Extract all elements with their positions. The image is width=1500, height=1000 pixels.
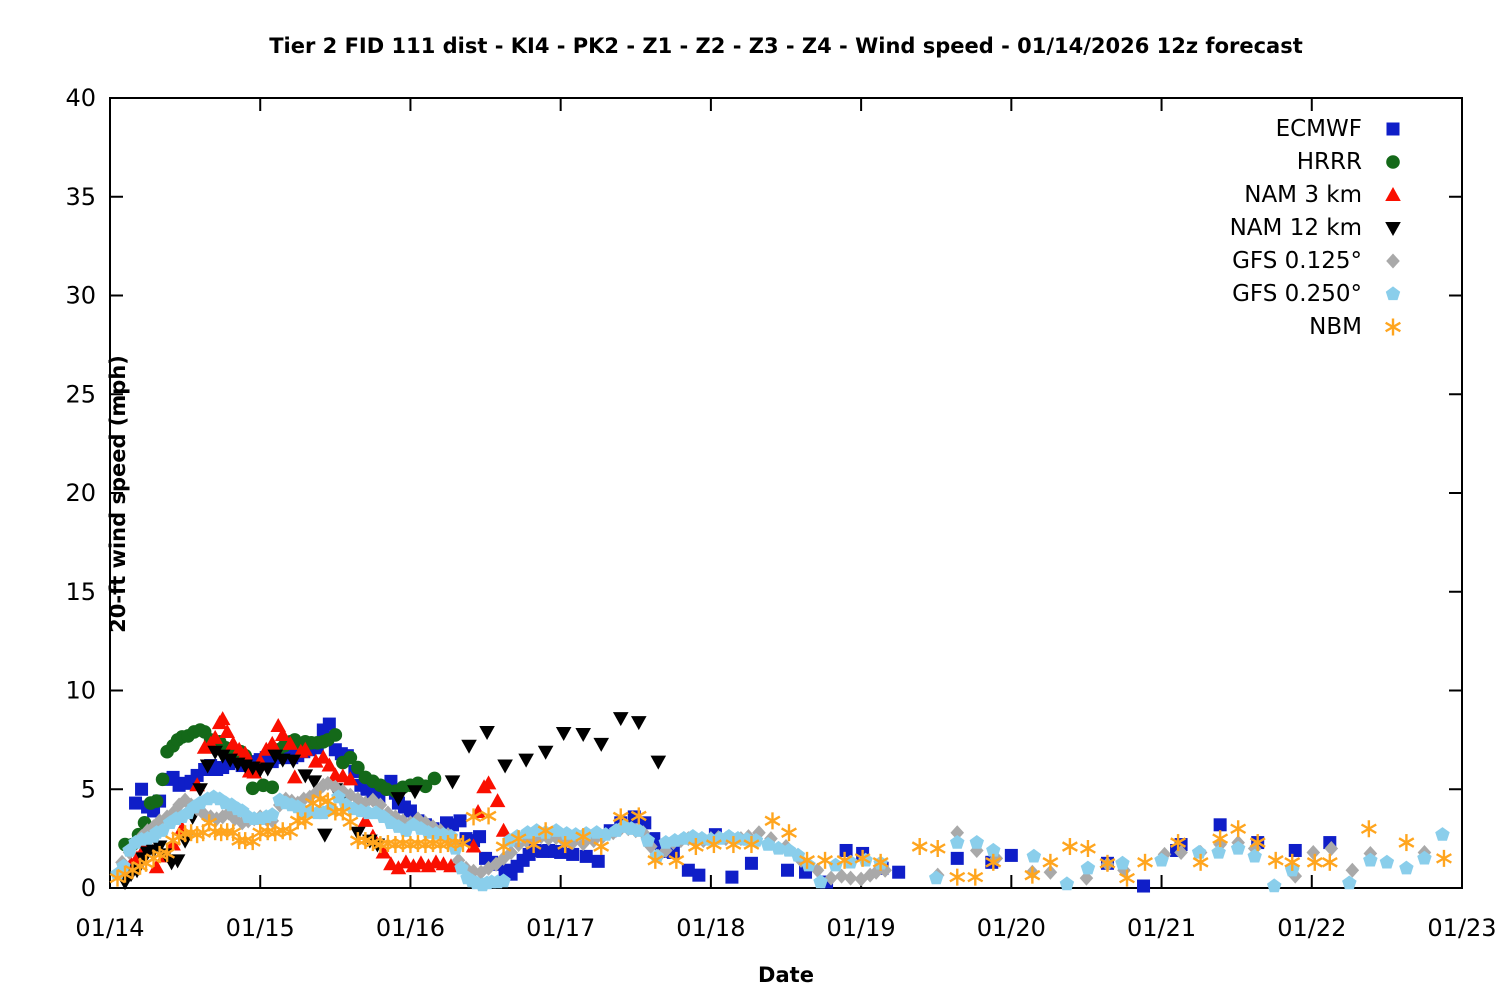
x-tick-label: 01/18 (676, 914, 745, 942)
legend-item-nam-12-km: NAM 12 km (1230, 211, 1406, 244)
triangle-down-marker-icon (1385, 221, 1401, 236)
legend-item-gfs-0-250: GFS 0.250° (1230, 277, 1406, 310)
legend-label-gfs-0-250: GFS 0.250° (1232, 280, 1362, 307)
pentagon-marker-icon (1385, 285, 1401, 300)
legend-label-hrrr: HRRR (1296, 148, 1362, 175)
legend-label-nam-12-km: NAM 12 km (1229, 214, 1362, 241)
y-tick-label: 40 (65, 84, 96, 112)
y-tick-label: 5 (81, 775, 96, 803)
circle-marker-icon (1386, 154, 1400, 169)
asterisk-marker-icon (1385, 318, 1401, 335)
diamond-marker-icon (1386, 253, 1400, 268)
triangle-up-marker-icon (1385, 186, 1401, 201)
x-tick-label: 01/21 (1127, 914, 1196, 942)
y-tick-label: 20 (65, 479, 96, 507)
x-tick-label: 01/22 (1277, 914, 1346, 942)
x-axis-ticks: 01/14 01/15 01/16 01/17 01/18 01/19 01/20 01/21… (75, 98, 1497, 942)
legend-label-ecmwf: ECMWF (1275, 115, 1362, 142)
y-tick-label: 25 (65, 380, 96, 408)
legend-label-nam-3-km: NAM 3 km (1244, 181, 1362, 208)
x-tick-label: 01/20 (977, 914, 1046, 942)
x-tick-label: 01/16 (376, 914, 445, 942)
legend-label-nbm: NBM (1309, 313, 1362, 340)
y-tick-label: 10 (65, 677, 96, 705)
series-nbm-points (109, 790, 1452, 887)
y-tick-label: 30 (65, 282, 96, 310)
x-tick-label: 01/15 (226, 914, 295, 942)
y-tick-label: 15 (65, 578, 96, 606)
y-axis-title: 20-ft wind speed (mph) (106, 355, 130, 633)
x-tick-label: 01/19 (827, 914, 896, 942)
legend-item-gfs-0-125: GFS 0.125° (1230, 244, 1406, 277)
y-axis-ticks: 0 5 10 15 20 25 30 35 40 (65, 84, 1462, 902)
x-tick-label: 01/14 (75, 914, 144, 942)
y-tick-label: 0 (81, 874, 96, 902)
legend-item-hrrr: HRRR (1230, 145, 1406, 178)
legend-item-ecmwf: ECMWF (1230, 112, 1406, 145)
legend: ECMWF HRRR NAM 3 km NAM 12 km GFS 0.125° GFS … (1230, 112, 1406, 343)
legend-item-nbm: NBM (1230, 310, 1406, 343)
y-tick-label: 35 (65, 183, 96, 211)
chart-title: Tier 2 FID 111 dist - KI4 - PK2 - Z1 - Z… (269, 34, 1303, 58)
square-marker-icon (1386, 122, 1400, 135)
x-axis-title: Date (758, 963, 814, 987)
x-tick-label: 01/17 (526, 914, 595, 942)
legend-label-gfs-0-125: GFS 0.125° (1232, 247, 1362, 274)
legend-item-nam-3-km: NAM 3 km (1230, 178, 1406, 211)
x-tick-label: 01/23 (1427, 914, 1496, 942)
